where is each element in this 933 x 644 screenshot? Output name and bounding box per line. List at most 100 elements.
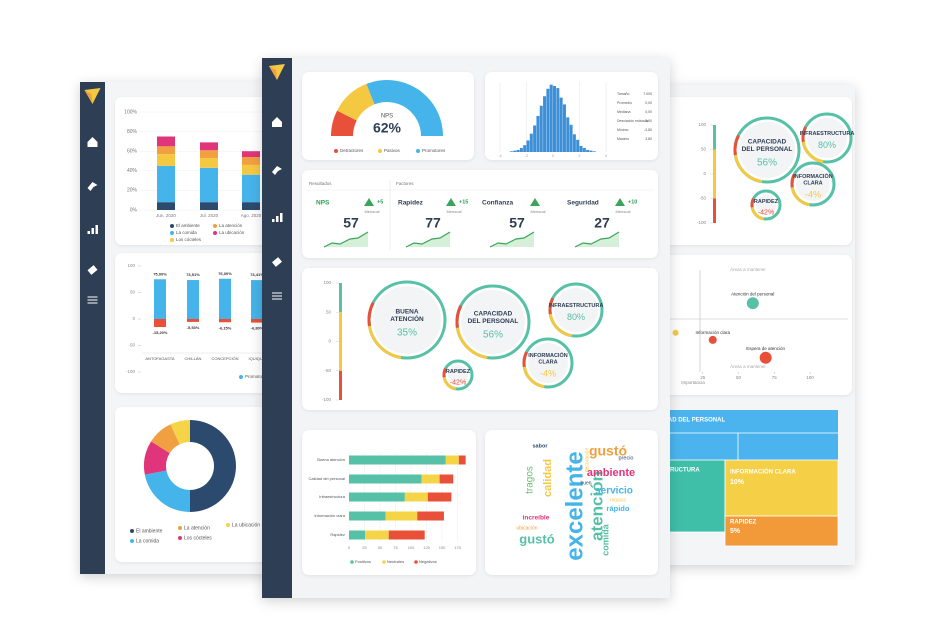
x-tick-label: 100 xyxy=(806,375,814,380)
x-tick-label: 125 xyxy=(423,545,430,550)
bar xyxy=(349,474,422,484)
y-tick-label: 0 xyxy=(328,339,331,344)
legend-dot xyxy=(378,149,382,153)
bar xyxy=(349,530,366,540)
histogram-bar xyxy=(582,147,586,152)
factor-name: Rapidez xyxy=(398,200,424,207)
stat-value: 1,00 xyxy=(645,119,652,123)
bubble-inner xyxy=(554,288,598,332)
legend-dot xyxy=(170,231,174,235)
treemap-value: 10% xyxy=(730,479,745,486)
histogram-bar xyxy=(562,104,566,152)
x-tick-label: 175 xyxy=(454,545,461,550)
donut-slice xyxy=(190,420,236,512)
bar xyxy=(242,164,260,175)
section-title: Factores xyxy=(396,181,414,186)
y-tick-label: 50 xyxy=(130,290,136,295)
factor-value: 57 xyxy=(343,215,359,231)
bar xyxy=(219,319,231,323)
legend-dot xyxy=(170,224,174,228)
data-label: 73,41% xyxy=(250,272,264,277)
nav-icon[interactable] xyxy=(87,182,98,191)
word: precio xyxy=(619,455,634,461)
sidebar xyxy=(80,82,105,574)
sparkline-area xyxy=(324,232,368,247)
point-label: Información clara xyxy=(696,330,731,335)
icon-shape xyxy=(272,166,282,175)
bar xyxy=(458,455,466,465)
bubble-value: 35% xyxy=(397,327,417,338)
nav-icon[interactable] xyxy=(87,265,98,275)
y-tick-label: 40% xyxy=(127,168,138,174)
word: buen xyxy=(580,480,591,486)
word: rápido xyxy=(607,504,630,513)
factor-name: Confianza xyxy=(482,200,513,207)
y-tick-label: 50 xyxy=(701,147,707,152)
bubble-label: ATENCIÓN xyxy=(390,314,424,323)
x-tick-label: CHILLÁN xyxy=(185,356,202,361)
word: atención xyxy=(587,471,606,541)
trend-icon xyxy=(446,198,456,206)
x-tick-label: CONCEPCIÓN xyxy=(211,356,238,361)
x-tick-label: Jun. 2020 xyxy=(156,213,176,218)
card xyxy=(662,255,852,395)
bubble-label: RAPIDEZ xyxy=(446,369,471,375)
x-tick-label: 2 xyxy=(579,154,581,158)
stat-label: Mediana xyxy=(617,110,630,114)
bar xyxy=(427,492,452,502)
bubble-ring-accent xyxy=(522,351,528,367)
bubble-value: 56% xyxy=(757,157,777,168)
x-tick-label: Ago. 2020 xyxy=(241,213,262,218)
bar xyxy=(242,174,260,203)
factor-value: 57 xyxy=(509,215,525,231)
nav-icon[interactable] xyxy=(272,117,282,127)
bubble-inner xyxy=(739,122,795,178)
legend-label: La ubicación xyxy=(219,230,245,235)
word: gustó xyxy=(589,443,627,459)
legend-label: El ambiente xyxy=(176,223,200,228)
x-tick-label: 50 xyxy=(378,545,383,550)
y-tick-label: -50 xyxy=(324,368,331,373)
x-tick-label: 150 xyxy=(439,545,446,550)
nav-icon[interactable] xyxy=(272,166,282,175)
x-tick-label: Jul. 2020 xyxy=(200,213,219,218)
bar xyxy=(187,319,199,322)
nav-icon[interactable] xyxy=(272,257,282,267)
legend-dot xyxy=(226,523,230,527)
stat-label: Desviación estándar xyxy=(617,119,650,123)
bar xyxy=(200,158,218,168)
stat-value: 0,00 xyxy=(645,101,652,105)
bubble-ring-accent xyxy=(367,302,375,327)
bubble-label: INFRAESTRUCTURA xyxy=(549,303,604,309)
legend-dot xyxy=(178,536,182,540)
point-label: Espera de atención xyxy=(746,346,785,351)
bubble-inner xyxy=(807,118,847,158)
scatter-point xyxy=(672,329,679,336)
bubble-label: CLARA xyxy=(803,181,822,187)
card xyxy=(302,170,658,258)
icon-shape xyxy=(95,225,98,234)
y-tick-label: 0 xyxy=(132,316,135,321)
factor-value: 27 xyxy=(594,215,610,231)
treemap-cell xyxy=(724,515,839,547)
nav-icon[interactable] xyxy=(87,296,98,304)
gauge-segment xyxy=(337,83,375,121)
icon-shape xyxy=(87,182,98,191)
nav-icon[interactable] xyxy=(87,137,98,147)
bar xyxy=(157,202,175,210)
treemap-label: CAPACIDAD DEL PERSONAL xyxy=(641,418,725,424)
bubble-label: INFRAESTRUCTURA xyxy=(800,131,855,137)
histogram-bar xyxy=(559,97,563,152)
nav-icon[interactable] xyxy=(272,292,282,300)
bubble-label: INFORMACIÓN xyxy=(793,172,832,180)
stat-label: Tamaño xyxy=(617,92,630,96)
x-tick-label: 50 xyxy=(736,375,742,380)
legend-label: La comida xyxy=(176,230,197,235)
bubble-value: -42% xyxy=(758,209,774,216)
sparkline xyxy=(405,231,451,248)
bubble-label: CLARA xyxy=(538,360,557,366)
factor-period: Mensual xyxy=(446,209,461,214)
word: música xyxy=(610,497,626,503)
